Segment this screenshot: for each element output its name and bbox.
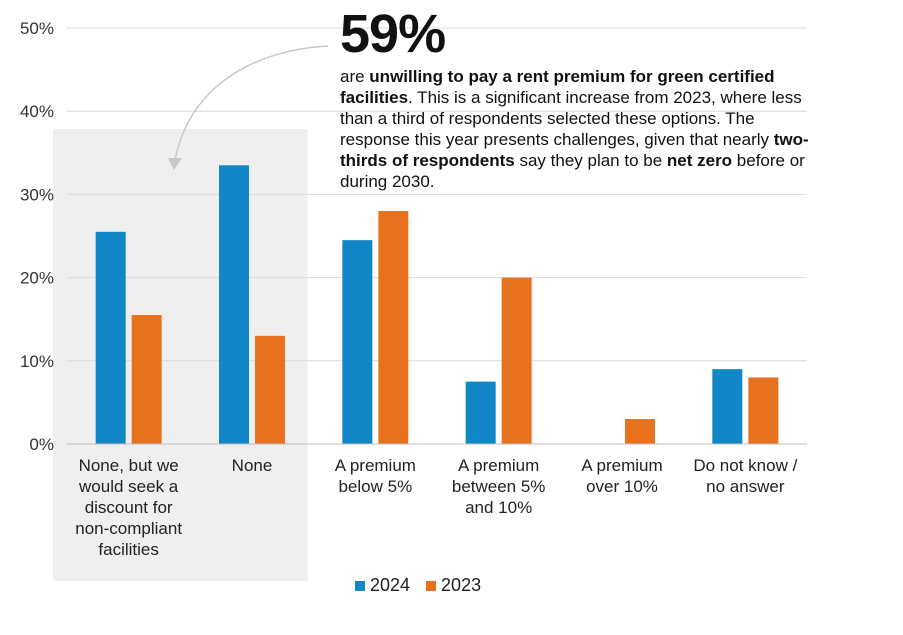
bar-2023-1 — [255, 335, 285, 444]
bar-2024-1 — [219, 165, 249, 444]
x-category-label: Do not know / no answer — [682, 455, 808, 497]
callout-text-segment: say they plan to be — [514, 151, 667, 170]
x-category-label-line: A premium — [334, 456, 416, 475]
x-category-label: A premium over 10% — [559, 455, 685, 497]
bar-2024-5 — [712, 369, 743, 444]
bar-2023-2 — [378, 211, 409, 444]
legend-item: 2024 — [355, 575, 410, 596]
y-tick-label: 30% — [20, 185, 54, 204]
x-category-label-line: discount for — [84, 498, 173, 517]
x-category-label-line: between 5% — [451, 477, 546, 496]
bar-2023-0 — [131, 315, 162, 444]
x-category-label-line: Do not know / — [693, 456, 798, 475]
callout-big-number: 59% — [340, 4, 446, 64]
x-category-label-line: and 10% — [465, 498, 533, 517]
x-category-label: A premium between 5% and 10% — [436, 455, 562, 518]
gridlines — [67, 27, 807, 362]
bar-2024-2 — [342, 240, 373, 444]
x-category-label-line: None — [231, 456, 273, 475]
y-tick-label: 0% — [29, 435, 54, 454]
x-category-label: A premium below 5% — [312, 455, 438, 497]
callout-emphasis: net zero — [666, 151, 733, 170]
bars — [95, 165, 779, 444]
x-category-label-line: non-compliant — [75, 519, 183, 538]
x-category-label-line: no answer — [706, 477, 785, 496]
x-category-label: None, but we would seek a discount for non-… — [66, 455, 192, 560]
bar-2023-4 — [625, 419, 655, 444]
bar-2024-0 — [95, 231, 126, 444]
x-category-label-line: facilities — [98, 540, 159, 559]
callout-text-segment: . This is a significant increase from 20… — [340, 88, 802, 149]
y-tick-label: 50% — [20, 19, 54, 38]
y-axis-tick-labels: 0% 10% 20% 30% 40% 50% — [20, 19, 54, 454]
x-category-label: None — [189, 455, 315, 476]
x-category-label-line: A premium — [458, 456, 540, 475]
legend-item: 2023 — [426, 575, 481, 596]
callout-text-segment: before or during 2030. — [340, 151, 805, 191]
x-category-label-line: over 10% — [586, 477, 658, 496]
legend-swatch — [426, 580, 437, 591]
legend-label: 2024 — [370, 575, 411, 595]
legend: 2024 2023 — [355, 575, 497, 596]
bar-2023-5 — [748, 377, 779, 444]
bar-2024-3 — [465, 381, 496, 444]
callout-emphasis: unwilling to pay a rent premium for gree… — [340, 67, 775, 107]
callout-text-segment: are — [340, 67, 370, 86]
x-category-label-line: None, but we — [78, 456, 179, 475]
y-tick-label: 10% — [20, 352, 54, 371]
y-tick-label: 20% — [20, 269, 54, 288]
callout-arrow — [168, 45, 329, 170]
bar-2023-3 — [501, 277, 532, 444]
callout-emphasis: two-thirds of respondents — [340, 130, 809, 170]
legend-label: 2023 — [441, 575, 482, 595]
x-category-label-line: would seek a — [79, 477, 179, 496]
x-category-label-line: below 5% — [338, 477, 413, 496]
callout-text: are unwilling to pay a rent premium for … — [340, 66, 820, 192]
legend-swatch — [355, 580, 365, 591]
callout: 59% are unwilling to pay a rent premium … — [340, 4, 820, 192]
x-category-label-line: A premium — [581, 456, 663, 475]
y-tick-label: 40% — [20, 102, 54, 121]
